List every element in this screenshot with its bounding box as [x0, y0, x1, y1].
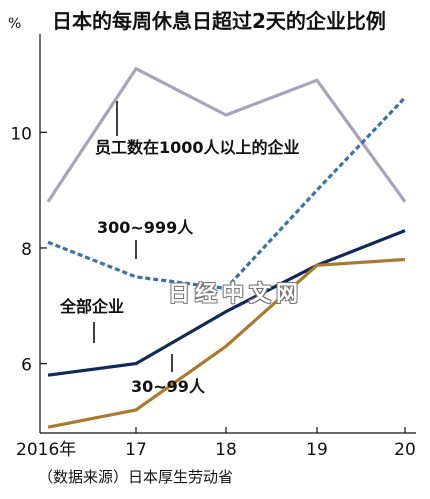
series-line-all	[47, 229, 406, 377]
series-label-all: 全部企业	[59, 297, 124, 316]
y-tick-label: 8	[21, 240, 32, 260]
series-label-large-1000: 员工数在1000人以上的企业	[95, 138, 300, 157]
source-note: （数据来源）日本厚生劳动省	[38, 468, 234, 486]
x-tick-label: 19	[306, 440, 328, 460]
series-line-small-30-99	[47, 257, 406, 429]
y-unit-label: %	[8, 16, 22, 32]
x-tick-label: 17	[125, 440, 147, 460]
y-tick-label: 6	[21, 356, 32, 376]
series-label-small-30-99: 30~99人	[131, 377, 206, 396]
watermark: 日经中文网	[168, 282, 304, 307]
series-line-large-1000	[46, 67, 407, 203]
x-tick-label: 18	[215, 440, 237, 460]
y-tick-label: 10	[10, 124, 32, 144]
x-tick-label: 2016年	[16, 440, 76, 460]
series-line-mid-300-999	[47, 96, 407, 290]
x-tick-label: 20	[394, 440, 416, 460]
chart-title: 日本的每周休息日超过2天的企业比例	[52, 9, 386, 33]
series-label-mid-300-999: 300~999人	[97, 218, 194, 237]
